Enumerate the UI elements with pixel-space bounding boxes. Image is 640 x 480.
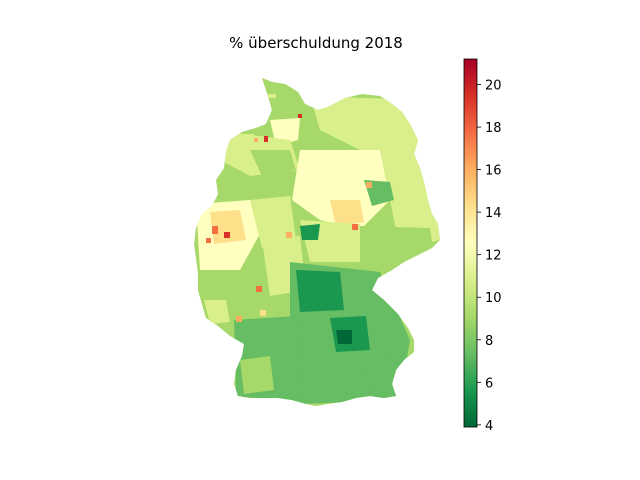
region-eichsfeld (300, 224, 320, 240)
colorbar-tick-label: 4 (485, 419, 493, 434)
region-lower-saxony-mid (250, 150, 296, 176)
region-saxony (360, 226, 434, 276)
hotspot-ludwigshafen (260, 310, 266, 316)
hotspot-gelsenkirchen (224, 232, 230, 238)
hotspot-offenbach (256, 286, 262, 292)
region-bavaria-south-east (360, 352, 398, 398)
hotspot-kassel (286, 232, 292, 238)
region-saarland (204, 300, 230, 324)
colorbar-tick-label: 6 (485, 376, 493, 391)
colorbar-tick-label: 20 (485, 79, 502, 94)
region-franconia (296, 270, 344, 312)
colorbar-tick-label: 18 (485, 121, 502, 136)
colorbar-gradient (463, 58, 478, 428)
hotspot-mg (206, 238, 211, 243)
colorbar-tick-label: 14 (485, 206, 502, 221)
hotspot-bremerhaven (264, 136, 268, 142)
island-east-frisia (246, 134, 254, 137)
hotspot-pirmasens (236, 316, 242, 322)
hotspot-duisburg (212, 226, 218, 234)
colorbar-ticks: 4 6 8 10 12 14 16 18 20 (477, 79, 502, 434)
hotspot-kiel (298, 114, 302, 118)
region-sachsen-anhalt (292, 150, 390, 230)
colorbar-tick-label: 8 (485, 334, 493, 349)
region-westphalia (250, 196, 296, 248)
region-mecklenburg (310, 96, 420, 160)
region-baden-south (240, 356, 274, 394)
colorbar-tick-label: 16 (485, 164, 502, 179)
hotspot-brandenburg (366, 182, 372, 188)
colorbar-tick-label: 12 (485, 249, 502, 264)
island-north-frisia (268, 94, 276, 98)
region-magdeburg (330, 200, 364, 226)
region-ruhr (210, 210, 246, 244)
region-eichstaett (336, 330, 352, 344)
hotspot-halle (352, 224, 358, 230)
hotspot-wilhelmshaven (254, 138, 258, 142)
colorbar-tick-label: 10 (485, 291, 502, 306)
chart-title: % überschuldung 2018 (229, 34, 403, 52)
